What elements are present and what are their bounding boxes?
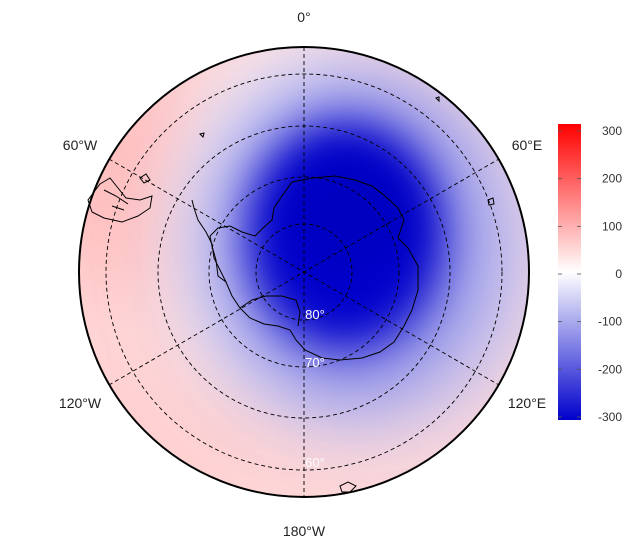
longitude-label-120e: 120°E <box>508 395 546 411</box>
colorbar-tick-label: 200 <box>602 172 622 186</box>
longitude-labels: 0° 60°W 60°E 120°W 120°E 180°W <box>59 9 546 539</box>
colorbar-tick-label: 300 <box>602 124 622 138</box>
map-boundary <box>78 46 530 498</box>
meridian-lines <box>108 47 500 497</box>
antarctica-coastline <box>209 175 419 361</box>
latitude-labels: 80° 70° 60° <box>305 307 325 470</box>
longitude-label-60w: 60°W <box>63 137 98 153</box>
colorbar-ticks: 300 200 100 0 -100 -200 -300 <box>558 124 622 424</box>
colorbar-tick-label: 0 <box>615 267 622 281</box>
small-island-left <box>199 132 205 138</box>
kerguelen-island <box>487 197 495 206</box>
anomaly-field <box>79 47 529 497</box>
longitude-label-120w: 120°W <box>59 395 102 411</box>
south-america-inland <box>103 189 129 211</box>
colorbar: 300 200 100 0 -100 -200 -300 <box>558 124 622 424</box>
meridian-120w-60e <box>108 158 500 386</box>
colorbar-tick-label: -100 <box>598 315 622 329</box>
longitude-label-60e: 60°E <box>512 137 543 153</box>
colorbar-tick-label: -200 <box>598 362 622 376</box>
latitude-label-60: 60° <box>305 455 325 470</box>
latitude-label-80: 80° <box>305 307 325 322</box>
longitude-label-180w: 180°W <box>283 523 326 539</box>
south-america-coast <box>87 177 153 223</box>
colorbar-tick-label: 100 <box>602 219 622 233</box>
new-zealand-fragment <box>339 481 357 493</box>
colorbar-tick-label: -300 <box>598 410 622 424</box>
latitude-circle-70 <box>208 176 400 368</box>
small-island-top <box>435 96 440 103</box>
latitude-label-70: 70° <box>305 355 325 370</box>
falkland-islands <box>139 173 151 184</box>
longitude-label-0: 0° <box>297 9 310 25</box>
antarctic-peninsula <box>191 199 227 283</box>
ross-ice-shelf-edge <box>239 295 301 327</box>
colorbar-gradient <box>558 124 581 420</box>
coastlines <box>87 96 495 493</box>
